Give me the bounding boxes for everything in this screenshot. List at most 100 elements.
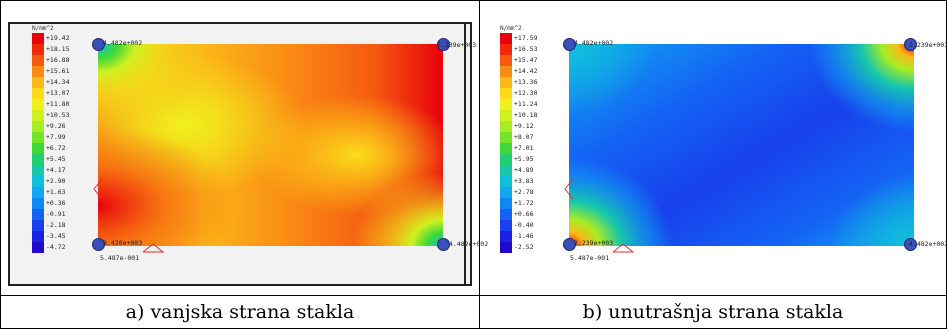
legend-b-swatch: [500, 154, 512, 165]
node-b-br: [904, 238, 917, 251]
legend-a-value: +1.63: [46, 188, 66, 196]
legend-b-swatch: [500, 220, 512, 231]
node-b-tr: [904, 38, 917, 51]
legend-a-unit: N/mm^2: [32, 25, 54, 32]
node-b-tr-label: 2.239e+003: [909, 41, 947, 49]
panel-a-cell: [0, 0, 479, 296]
legend-b-value: -0.40: [514, 221, 534, 229]
legend-b-value: +4.89: [514, 166, 534, 174]
legend-b-value: +15.47: [514, 56, 538, 64]
legend-b-value: +8.07: [514, 133, 534, 141]
legend-a-value: +16.88: [46, 56, 70, 64]
stress-contour-outer: [98, 44, 443, 246]
legend-a-value: +15.61: [46, 67, 70, 75]
legend-b-swatch: [500, 121, 512, 132]
legend-a-value: +0.36: [46, 199, 66, 207]
node-a-tr: [437, 38, 450, 51]
legend-a-swatch: [32, 110, 44, 121]
legend-a-swatch: [32, 132, 44, 143]
legend-a-swatch: [32, 99, 44, 110]
legend-a-swatch: [32, 121, 44, 132]
legend-a-swatch: [32, 33, 44, 44]
node-b-tl-label: 4.482e+002: [574, 39, 614, 47]
node-b-bl: [563, 238, 576, 251]
legend-a-swatch: [32, 220, 44, 231]
legend-b-value: -2.52: [514, 243, 534, 251]
legend-b-swatch: [500, 143, 512, 154]
legend-a-swatch: [32, 44, 44, 55]
legend-a-swatch: [32, 55, 44, 66]
node-a-tl: [92, 38, 105, 51]
legend-a-swatch: [32, 231, 44, 242]
legend-a-value: +5.45: [46, 155, 66, 163]
legend-b-value: +11.24: [514, 100, 538, 108]
legend-b-swatch: [500, 33, 512, 44]
legend-b-swatch: [500, 198, 512, 209]
legend-b-labels: +17.59 +16.53 +15.47 +14.42 +13.36 +12.30 +11.…: [514, 33, 537, 253]
legend-b-value: +2.78: [514, 188, 534, 196]
legend-b-value: +7.01: [514, 144, 534, 152]
legend-b-swatch: [500, 209, 512, 220]
legend-b-swatch: [500, 132, 512, 143]
legend-a-value: +7.99: [46, 133, 66, 141]
node-a-tl-label: 4.482e+002: [103, 39, 143, 47]
legend-b-value: +16.53: [514, 45, 538, 53]
legend-a-swatch: [32, 143, 44, 154]
legend-b-value: +14.42: [514, 67, 538, 75]
legend-a-value: +6.72: [46, 144, 66, 152]
legend-b-value: +17.59: [514, 34, 538, 42]
legend-b-unit: N/mm^2: [500, 25, 522, 32]
support-marker-b-left: [564, 178, 574, 200]
legend-a-value: +4.17: [46, 166, 66, 174]
legend-a-value: +14.34: [46, 78, 70, 86]
legend-b-value: +13.36: [514, 78, 538, 86]
legend-b-swatch: [500, 99, 512, 110]
legend-b-swatch: [500, 55, 512, 66]
legend-b-swatch: [500, 44, 512, 55]
caption-a: a) vanjska strana stakla: [0, 296, 479, 329]
node-b-br-label: 4.482e+002: [909, 240, 947, 248]
legend-b-swatch: [500, 231, 512, 242]
legend-a-colorbar: [32, 33, 44, 253]
legend-b-value: -1.46: [514, 232, 534, 240]
legend-a-value: +18.15: [46, 45, 70, 53]
legend-a-swatch: [32, 88, 44, 99]
legend-a-swatch: [32, 242, 44, 253]
node-a-bl-label2: 5.487e-001: [100, 254, 140, 262]
legend-a-value: -0.91: [46, 210, 66, 218]
legend-a-swatch: [32, 176, 44, 187]
legend-a-labels: +19.42 +18.15 +16.88 +15.61 +14.34 +13.07 +11.…: [46, 33, 69, 253]
legend-b-value: +0.66: [514, 210, 534, 218]
legend-a-swatch: [32, 209, 44, 220]
caption-b: b) unutrašnja strana stakla: [479, 296, 947, 329]
node-a-br: [437, 238, 450, 251]
legend-a-swatch: [32, 154, 44, 165]
legend-a-swatch: [32, 198, 44, 209]
legend-b-value: +1.72: [514, 199, 534, 207]
legend-b-swatch: [500, 165, 512, 176]
node-b-bl-label: 2.239e+003: [574, 239, 614, 247]
legend-b-value: +10.18: [514, 111, 538, 119]
legend-a-swatch: [32, 187, 44, 198]
support-marker-a-left: [93, 178, 103, 200]
legend-b-swatch: [500, 176, 512, 187]
legend-a-swatch: [32, 165, 44, 176]
legend-b-value: +3.83: [514, 177, 534, 185]
legend-a-value: +10.53: [46, 111, 70, 119]
node-b-bl-label2: 5.487e-001: [570, 254, 610, 262]
legend-b-colorbar: [500, 33, 512, 253]
legend-b-swatch: [500, 187, 512, 198]
legend-a-swatch: [32, 77, 44, 88]
legend-a-swatch: [32, 66, 44, 77]
legend-b-value: +5.95: [514, 155, 534, 163]
legend-a-value: +19.42: [46, 34, 70, 42]
legend-b-value: +9.12: [514, 122, 534, 130]
support-marker-a-bottom: [142, 243, 164, 253]
legend-a-value: -3.45: [46, 232, 66, 240]
node-a-bl-label: 8.420e+003: [103, 239, 143, 247]
support-marker-b-bottom: [612, 243, 634, 253]
node-a-tr-label: 2.239e+003: [437, 41, 477, 49]
legend-a-value: -4.72: [46, 243, 66, 251]
legend-a-value: -2.18: [46, 221, 66, 229]
node-b-tl: [563, 38, 576, 51]
